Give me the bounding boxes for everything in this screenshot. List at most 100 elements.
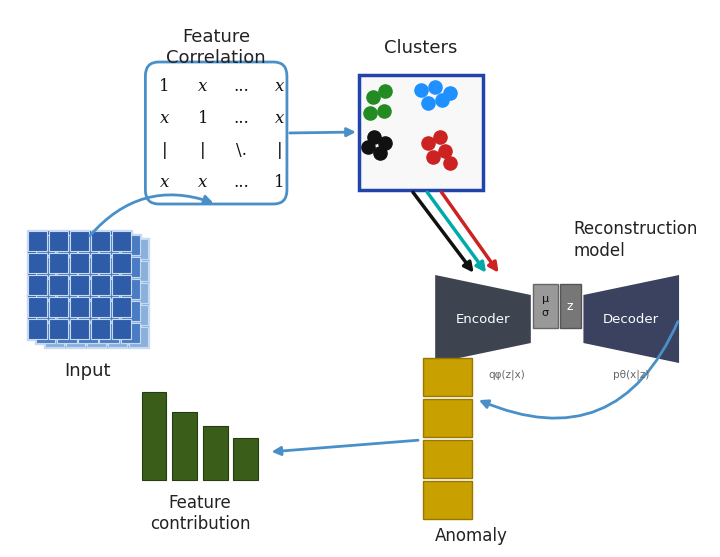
Bar (78, 323, 97, 343)
Bar (91, 253, 110, 273)
Text: Anomaly: Anomaly (435, 527, 508, 545)
Bar (70, 297, 89, 317)
Bar (87, 239, 106, 259)
Text: \.: \. (235, 142, 246, 159)
Bar (28, 297, 47, 317)
Bar (120, 257, 140, 277)
Text: Decoder: Decoder (603, 312, 660, 325)
Bar (112, 297, 131, 317)
Bar (91, 319, 110, 339)
Bar (142, 392, 166, 480)
Bar (120, 279, 140, 299)
Text: pθ(x|z): pθ(x|z) (613, 369, 649, 379)
Bar (49, 253, 68, 273)
Bar (49, 319, 68, 339)
Point (444, 89, 455, 97)
Bar (28, 253, 47, 273)
Bar (129, 283, 148, 303)
Bar (423, 399, 472, 437)
Text: x: x (198, 174, 207, 191)
Bar (66, 327, 85, 347)
Bar (91, 275, 110, 295)
Bar (66, 239, 85, 259)
Text: |: | (200, 142, 206, 159)
Bar (36, 235, 55, 255)
Point (379, 139, 391, 148)
Bar (129, 261, 148, 281)
Bar (112, 253, 131, 273)
Bar (78, 301, 97, 321)
Point (415, 86, 426, 95)
Bar (87, 261, 106, 281)
Bar (99, 323, 119, 343)
Bar (66, 283, 85, 303)
Bar (423, 440, 472, 478)
Bar (108, 239, 127, 259)
Bar (120, 235, 140, 255)
Text: x: x (160, 110, 169, 127)
Bar (233, 438, 258, 480)
Point (368, 133, 379, 141)
Bar (58, 323, 76, 343)
Bar (45, 327, 64, 347)
Text: ...: ... (233, 174, 249, 191)
Text: μ
σ: μ σ (541, 295, 549, 317)
Bar (70, 275, 89, 295)
Bar (28, 319, 47, 339)
Bar (99, 257, 119, 277)
Bar (45, 283, 64, 303)
Bar (49, 297, 68, 317)
Bar (49, 231, 68, 251)
Bar (129, 327, 148, 347)
Point (428, 153, 439, 162)
Text: ...: ... (233, 110, 249, 127)
Bar (423, 358, 472, 396)
Text: Encoder: Encoder (456, 312, 510, 325)
Point (439, 146, 451, 155)
Text: ...: ... (233, 78, 249, 95)
Point (422, 139, 433, 148)
Bar (87, 305, 106, 325)
Bar (172, 412, 197, 480)
Point (422, 99, 433, 108)
Text: 1: 1 (274, 174, 284, 191)
Text: Clusters: Clusters (384, 39, 457, 57)
Text: qφ(z|x): qφ(z|x) (489, 369, 526, 379)
Bar (58, 301, 76, 321)
Bar (99, 301, 119, 321)
Text: 1: 1 (197, 110, 208, 127)
Bar (44, 238, 149, 348)
Bar (87, 327, 106, 347)
Bar (108, 283, 127, 303)
Text: x: x (160, 174, 169, 191)
Point (379, 86, 391, 95)
Text: z: z (567, 300, 573, 312)
Text: Feature
contribution: Feature contribution (150, 494, 250, 533)
Bar (87, 283, 106, 303)
Point (364, 109, 376, 118)
Bar (27, 230, 132, 340)
Bar (129, 239, 148, 259)
Text: x: x (198, 78, 207, 95)
Polygon shape (435, 275, 531, 363)
Polygon shape (583, 275, 679, 363)
Bar (45, 261, 64, 281)
Point (378, 106, 390, 115)
Text: Reconstruction
model: Reconstruction model (574, 220, 698, 260)
Text: Input: Input (65, 362, 112, 380)
Bar (45, 305, 64, 325)
Bar (49, 275, 68, 295)
Bar (66, 261, 85, 281)
Point (362, 143, 374, 152)
Bar (120, 323, 140, 343)
Bar (28, 275, 47, 295)
Bar (559, 284, 580, 328)
Bar (108, 327, 127, 347)
Text: x: x (274, 78, 284, 95)
Text: Feature
Correlation: Feature Correlation (166, 28, 266, 67)
Bar (99, 279, 119, 299)
Point (367, 92, 379, 101)
Bar (35, 234, 140, 344)
Bar (120, 301, 140, 321)
Text: 1: 1 (159, 78, 170, 95)
